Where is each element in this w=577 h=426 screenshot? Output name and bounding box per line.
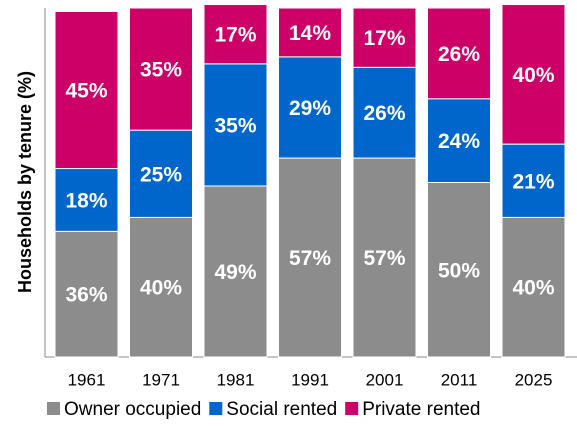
bar-segment	[501, 143, 566, 218]
x-tick-label: 1971	[142, 370, 180, 389]
x-tick-label: 2001	[366, 370, 404, 389]
data-label: 49%	[214, 261, 256, 284]
bar-segment	[203, 185, 268, 358]
x-tick-label: 1991	[291, 370, 329, 389]
bar-segment	[54, 230, 119, 358]
data-label: 14%	[289, 22, 331, 45]
data-label: 36%	[65, 284, 107, 307]
bar-segment	[427, 182, 491, 358]
bar-segment	[352, 66, 417, 159]
x-tick-label: 2011	[441, 370, 478, 389]
bar-segment	[203, 4, 268, 65]
bar-segment	[427, 98, 491, 183]
legend-swatch	[47, 402, 60, 415]
bar-segment	[501, 4, 566, 145]
bar-segment	[352, 157, 417, 358]
bar-segment	[501, 216, 566, 358]
data-label: 26%	[363, 102, 405, 125]
data-label: 26%	[438, 43, 480, 66]
data-label: 17%	[363, 27, 405, 50]
data-label: 57%	[363, 247, 405, 270]
legend-label: Owner occupied	[64, 399, 201, 420]
data-label: 17%	[214, 24, 256, 47]
x-tick-label: 1981	[217, 370, 255, 389]
legend-swatch	[345, 402, 359, 415]
bar-segment	[54, 10, 119, 170]
data-label: 18%	[65, 189, 107, 212]
bar-segment	[203, 63, 268, 187]
legend-swatch	[209, 402, 223, 415]
data-label: 50%	[438, 259, 480, 282]
data-label: 57%	[289, 247, 331, 270]
data-label: 29%	[289, 97, 331, 120]
bar-segment	[278, 7, 342, 58]
data-label: 35%	[140, 59, 182, 82]
bar-segment	[129, 216, 193, 358]
bar-segment	[278, 56, 342, 159]
data-label: 45%	[65, 80, 107, 103]
data-label: 24%	[438, 130, 480, 153]
data-label: 35%	[214, 114, 256, 137]
bar-segment	[427, 7, 491, 100]
data-label: 25%	[140, 163, 182, 186]
bar-segment	[352, 7, 417, 68]
y-axis-label: Households by tenure (%)	[15, 71, 35, 293]
data-label: 40%	[512, 64, 554, 87]
data-label: 40%	[512, 277, 554, 300]
bar-segment	[129, 129, 193, 218]
legend-label: Social rented	[226, 399, 337, 420]
legend-label: Private rented	[362, 399, 480, 420]
x-tick-label: 1961	[68, 370, 106, 389]
x-tick-label: 2025	[515, 370, 553, 389]
data-label: 40%	[140, 277, 182, 300]
bar-segment	[129, 7, 193, 131]
data-label: 21%	[512, 170, 554, 193]
